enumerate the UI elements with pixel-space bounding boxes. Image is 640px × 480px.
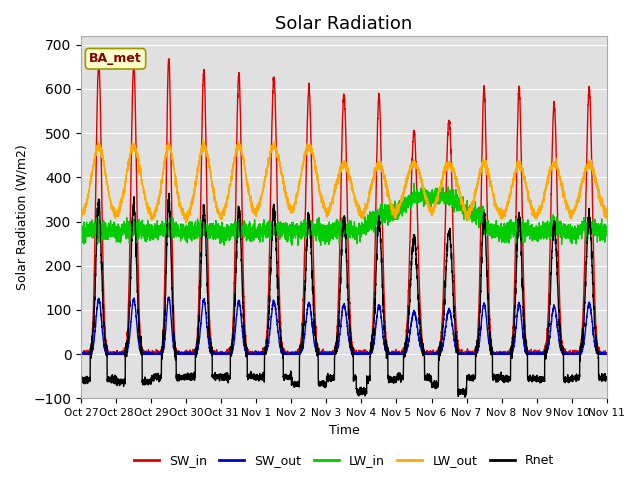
LW_in xyxy=(317,243,324,249)
LW_in xyxy=(172,226,179,231)
SW_out xyxy=(172,351,180,357)
LW_in xyxy=(433,199,440,204)
LW_in xyxy=(492,225,499,231)
SW_out xyxy=(433,350,440,356)
Line: SW_out: SW_out xyxy=(81,297,607,354)
LW_in xyxy=(462,205,470,211)
SW_out xyxy=(165,294,173,300)
LW_in xyxy=(602,227,610,233)
Line: LW_in: LW_in xyxy=(81,183,607,246)
SW_out xyxy=(603,351,611,357)
Rnet xyxy=(172,350,180,356)
Line: SW_in: SW_in xyxy=(81,59,607,354)
Rnet xyxy=(492,376,499,382)
LW_out xyxy=(77,210,85,216)
Rnet xyxy=(433,386,440,392)
SW_in xyxy=(165,56,173,61)
Rnet xyxy=(603,376,611,382)
SW_out xyxy=(492,351,499,357)
LW_out xyxy=(462,212,470,218)
Line: LW_out: LW_out xyxy=(81,139,607,223)
LW_out xyxy=(182,220,189,226)
Text: BA_met: BA_met xyxy=(89,52,142,65)
Y-axis label: Solar Radiation (W/m2): Solar Radiation (W/m2) xyxy=(15,144,28,290)
Rnet xyxy=(462,386,470,392)
Rnet xyxy=(324,379,332,385)
SW_out xyxy=(77,351,85,357)
SW_out xyxy=(602,351,610,357)
SW_in xyxy=(602,351,610,357)
SW_out xyxy=(324,351,332,357)
SW_in xyxy=(433,348,440,354)
SW_in xyxy=(172,346,180,351)
SW_in xyxy=(462,349,470,355)
LW_out xyxy=(492,200,499,205)
LW_in xyxy=(603,230,611,236)
Title: Solar Radiation: Solar Radiation xyxy=(275,15,413,33)
Legend: SW_in, SW_out, LW_in, LW_out, Rnet: SW_in, SW_out, LW_in, LW_out, Rnet xyxy=(129,449,559,472)
SW_in xyxy=(77,351,85,357)
LW_out xyxy=(433,200,440,205)
LW_in xyxy=(410,180,418,186)
X-axis label: Time: Time xyxy=(328,424,359,437)
LW_out xyxy=(172,174,179,180)
Line: Rnet: Rnet xyxy=(81,193,607,397)
LW_in xyxy=(324,235,332,240)
LW_out xyxy=(324,205,332,211)
Rnet xyxy=(77,376,85,382)
SW_out xyxy=(461,350,469,356)
SW_in xyxy=(492,350,499,356)
SW_in xyxy=(324,349,332,355)
LW_out xyxy=(602,212,610,217)
Rnet xyxy=(602,375,610,381)
LW_out xyxy=(603,207,611,213)
Rnet xyxy=(461,394,468,400)
LW_in xyxy=(77,230,85,236)
Rnet xyxy=(165,191,173,196)
LW_out xyxy=(199,136,207,142)
SW_in xyxy=(603,351,611,357)
SW_in xyxy=(77,348,85,354)
